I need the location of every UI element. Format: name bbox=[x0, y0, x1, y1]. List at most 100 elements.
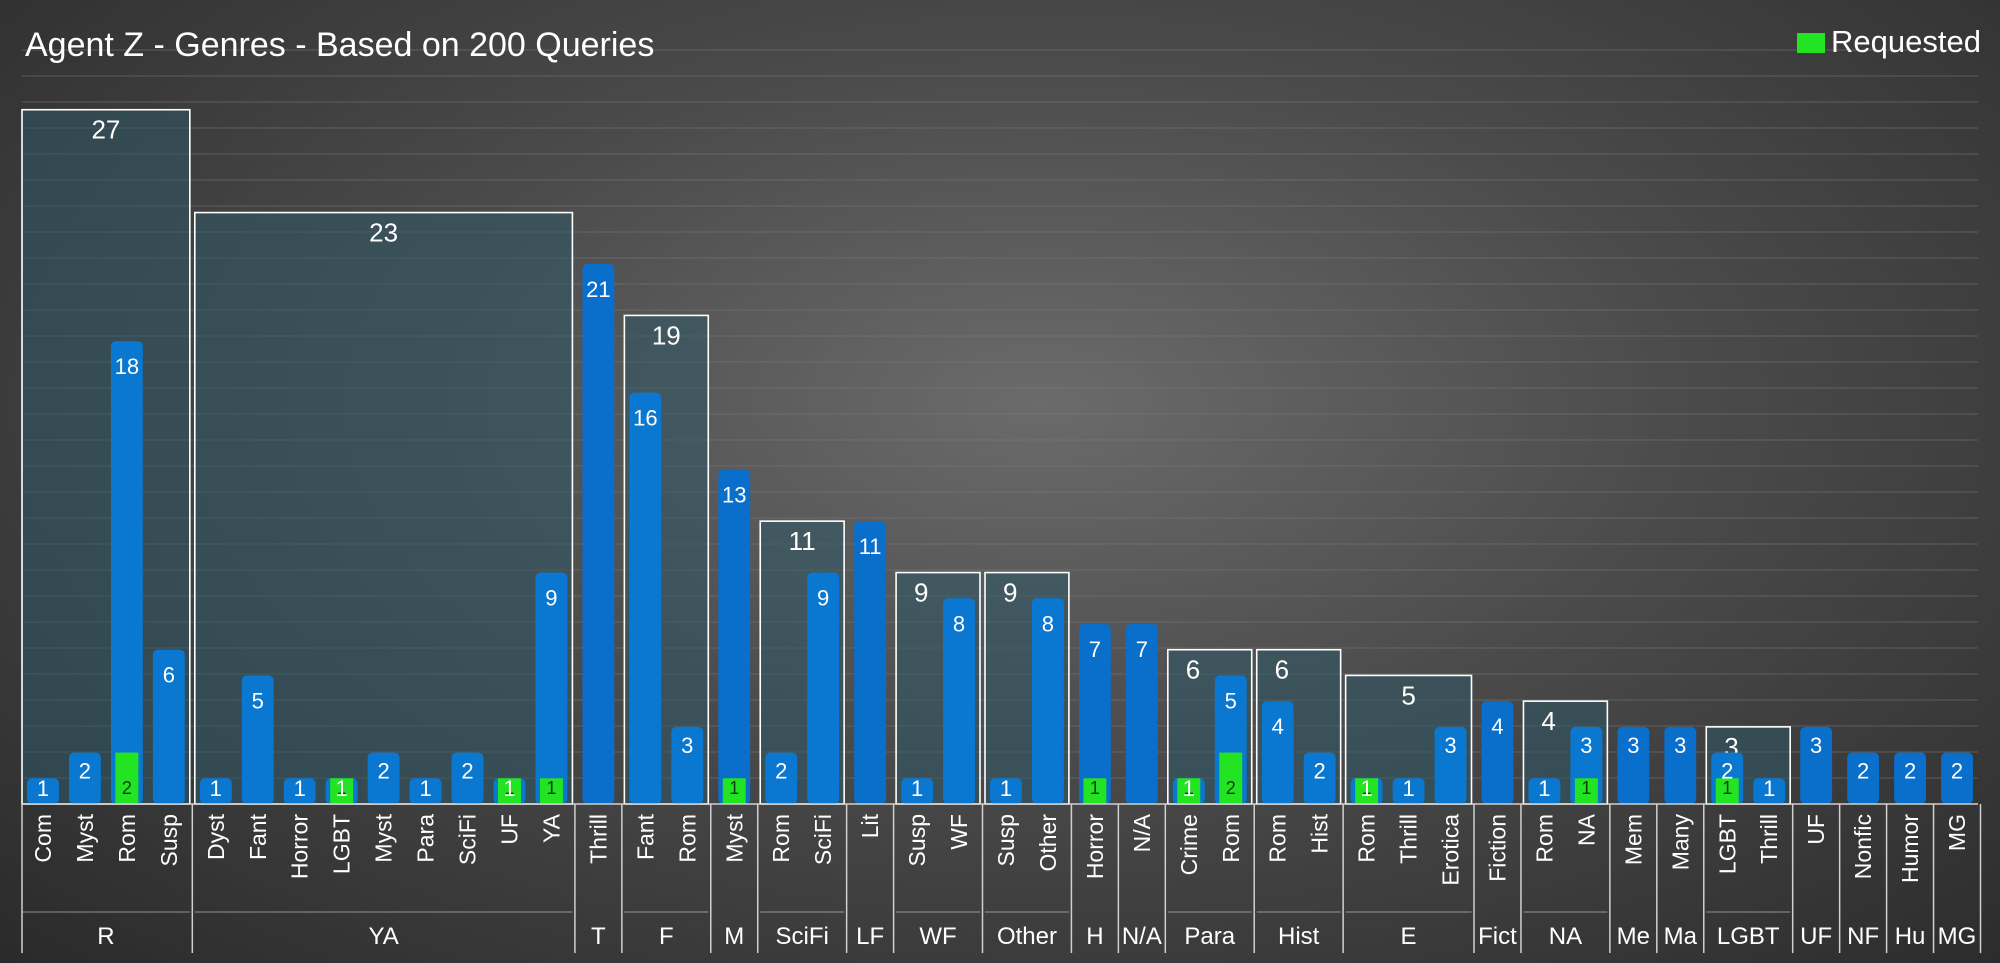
requested-value-label: 1 bbox=[504, 778, 514, 798]
subcategory-label: Myst bbox=[72, 813, 98, 862]
group-label: Me bbox=[1617, 923, 1650, 950]
group-total-label: 6 bbox=[1275, 655, 1289, 685]
group-total-label: 11 bbox=[789, 526, 816, 556]
bar bbox=[27, 778, 59, 804]
group-label: MG bbox=[1938, 923, 1977, 950]
bar bbox=[1434, 726, 1467, 804]
group-label: LGBT bbox=[1717, 923, 1780, 950]
bar-value-label: 3 bbox=[681, 733, 693, 758]
group-total-label: 6 bbox=[1186, 655, 1200, 685]
bar-value-label: 1 bbox=[37, 776, 49, 801]
group-label: R bbox=[97, 923, 114, 950]
bar-value-label: 2 bbox=[79, 759, 91, 784]
bar bbox=[152, 649, 185, 804]
group-label: Fict bbox=[1478, 923, 1517, 950]
bar-value-label: 1 bbox=[503, 776, 515, 801]
group-total-label: 4 bbox=[1541, 706, 1555, 736]
subcategory-label: Susp bbox=[156, 814, 182, 866]
group-label: UF bbox=[1800, 923, 1832, 950]
subcategory-label: Fant bbox=[245, 813, 271, 860]
subcategory-label: N/A bbox=[1129, 813, 1155, 852]
subcategory-label: Erotica bbox=[1438, 814, 1464, 886]
bar-value-label: 9 bbox=[545, 586, 557, 611]
bar bbox=[535, 572, 568, 804]
bar bbox=[1800, 726, 1833, 804]
bar-value-label: 9 bbox=[817, 586, 829, 611]
bar bbox=[807, 572, 840, 804]
bar bbox=[1894, 752, 1927, 804]
bar-value-label: 3 bbox=[1674, 733, 1686, 758]
group-label: H bbox=[1086, 923, 1103, 950]
subcategory-label: Thrill bbox=[585, 814, 611, 864]
requested-value-label: 1 bbox=[1184, 778, 1194, 798]
group-label: Other bbox=[997, 923, 1057, 950]
bar-value-label: 4 bbox=[1272, 714, 1284, 739]
requested-value-label: 1 bbox=[1090, 778, 1100, 798]
requested-bar bbox=[539, 778, 563, 804]
subcategory-label: Para bbox=[413, 814, 439, 863]
bar-value-label: 1 bbox=[1183, 776, 1195, 801]
bar-value-label: 1 bbox=[294, 776, 306, 801]
group-total-label: 9 bbox=[914, 578, 928, 608]
subcategory-label: Rom bbox=[1531, 814, 1557, 863]
subcategory-label: Other bbox=[1035, 814, 1061, 872]
subcategory-label: Com bbox=[30, 814, 56, 863]
bar bbox=[1617, 726, 1650, 804]
requested-bar bbox=[722, 778, 746, 804]
bar-value-label: 6 bbox=[163, 663, 175, 688]
bar bbox=[199, 778, 232, 804]
group-label: T bbox=[591, 923, 606, 950]
subcategory-label: SciFi bbox=[810, 814, 836, 865]
legend-swatch bbox=[1797, 33, 1825, 53]
subcategory-label: Dyst bbox=[203, 813, 229, 860]
subcategory-label: Thrill bbox=[1396, 814, 1422, 864]
bar bbox=[367, 752, 400, 804]
requested-bar bbox=[1219, 752, 1243, 804]
bar bbox=[283, 778, 316, 804]
bar bbox=[68, 752, 101, 804]
requested-value-label: 1 bbox=[1581, 778, 1591, 798]
group-label: Ma bbox=[1664, 923, 1698, 950]
requested-value-label: 1 bbox=[729, 778, 739, 798]
bar-value-label: 1 bbox=[1360, 776, 1372, 801]
subcategory-label: SciFi bbox=[455, 814, 481, 865]
subcategory-label: Rom bbox=[674, 814, 700, 863]
bar-value-label: 2 bbox=[377, 759, 389, 784]
bar-value-label: 1 bbox=[911, 776, 923, 801]
bar bbox=[990, 778, 1022, 804]
bar-value-label: 2 bbox=[1951, 759, 1963, 784]
bar bbox=[943, 598, 975, 804]
bar-value-label: 3 bbox=[1444, 733, 1456, 758]
bar-value-label: 16 bbox=[633, 406, 657, 431]
legend-label: Requested bbox=[1831, 24, 1981, 59]
requested-value-label: 1 bbox=[337, 778, 347, 798]
subcategory-label: MG bbox=[1944, 814, 1970, 851]
bar bbox=[1753, 778, 1786, 804]
bar bbox=[1261, 701, 1294, 804]
subcategory-label: Hist bbox=[1307, 813, 1333, 853]
bar bbox=[671, 726, 704, 804]
bar bbox=[1125, 624, 1158, 804]
bar bbox=[1303, 752, 1336, 804]
subcategory-label: Myst bbox=[371, 813, 397, 862]
group-total-label: 5 bbox=[1401, 680, 1415, 710]
requested-value-label: 2 bbox=[1226, 778, 1236, 798]
subcategory-label: Susp bbox=[904, 814, 930, 866]
requested-value-label: 2 bbox=[122, 778, 132, 798]
group-label: LF bbox=[856, 923, 884, 950]
bar-value-label: 4 bbox=[1491, 714, 1503, 739]
bar-value-label: 1 bbox=[1538, 776, 1550, 801]
bar-value-label: 2 bbox=[1314, 759, 1326, 784]
bar-value-label: 8 bbox=[1042, 611, 1054, 636]
bar bbox=[1031, 598, 1064, 804]
legend: Requested bbox=[1797, 24, 1981, 59]
subcategory-label: WF bbox=[946, 814, 972, 850]
subcategory-label: UF bbox=[496, 814, 522, 845]
bar bbox=[1847, 752, 1880, 804]
requested-bar bbox=[1083, 778, 1107, 804]
subcategory-label: Susp bbox=[993, 814, 1019, 866]
subcategory-label: Thrill bbox=[1756, 814, 1782, 864]
bar-value-label: 21 bbox=[586, 277, 610, 302]
